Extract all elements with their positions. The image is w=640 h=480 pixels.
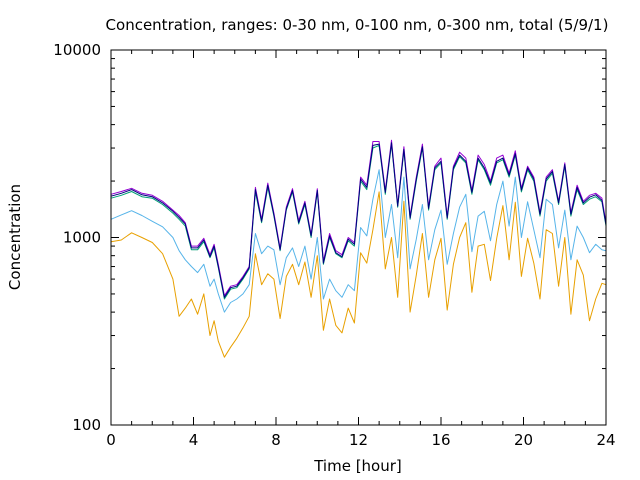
series-line-5 — [110, 142, 607, 298]
x-axis: 0 4 8 12 16 20 24 — [106, 50, 616, 449]
series-line-1 — [110, 191, 607, 358]
y-minor-ticks — [111, 58, 606, 370]
plot-area: 0 4 8 12 16 20 24 100 1000 10000 — [53, 41, 615, 449]
y-tick-label: 1000 — [63, 229, 101, 247]
y-axis-title: Concentration — [6, 184, 24, 290]
x-axis-title: Time [hour] — [313, 457, 402, 475]
y-axis: 100 1000 10000 — [53, 41, 606, 434]
series-line-2 — [110, 169, 607, 313]
plot-frame — [110, 49, 607, 426]
series-group — [110, 139, 607, 358]
x-tick-label: 0 — [106, 431, 116, 449]
chart-title: Concentration, ranges: 0-30 nm, 0-100 nm… — [106, 16, 609, 34]
x-tick-label: 8 — [271, 431, 281, 449]
x-tick-label: 20 — [514, 431, 533, 449]
y-tick-label: 10000 — [53, 41, 101, 59]
x-tick-label: 4 — [189, 431, 199, 449]
x-tick-label: 12 — [349, 431, 368, 449]
x-tick-label: 24 — [596, 431, 615, 449]
y-tick-label: 100 — [72, 416, 101, 434]
x-tick-label: 16 — [431, 431, 450, 449]
